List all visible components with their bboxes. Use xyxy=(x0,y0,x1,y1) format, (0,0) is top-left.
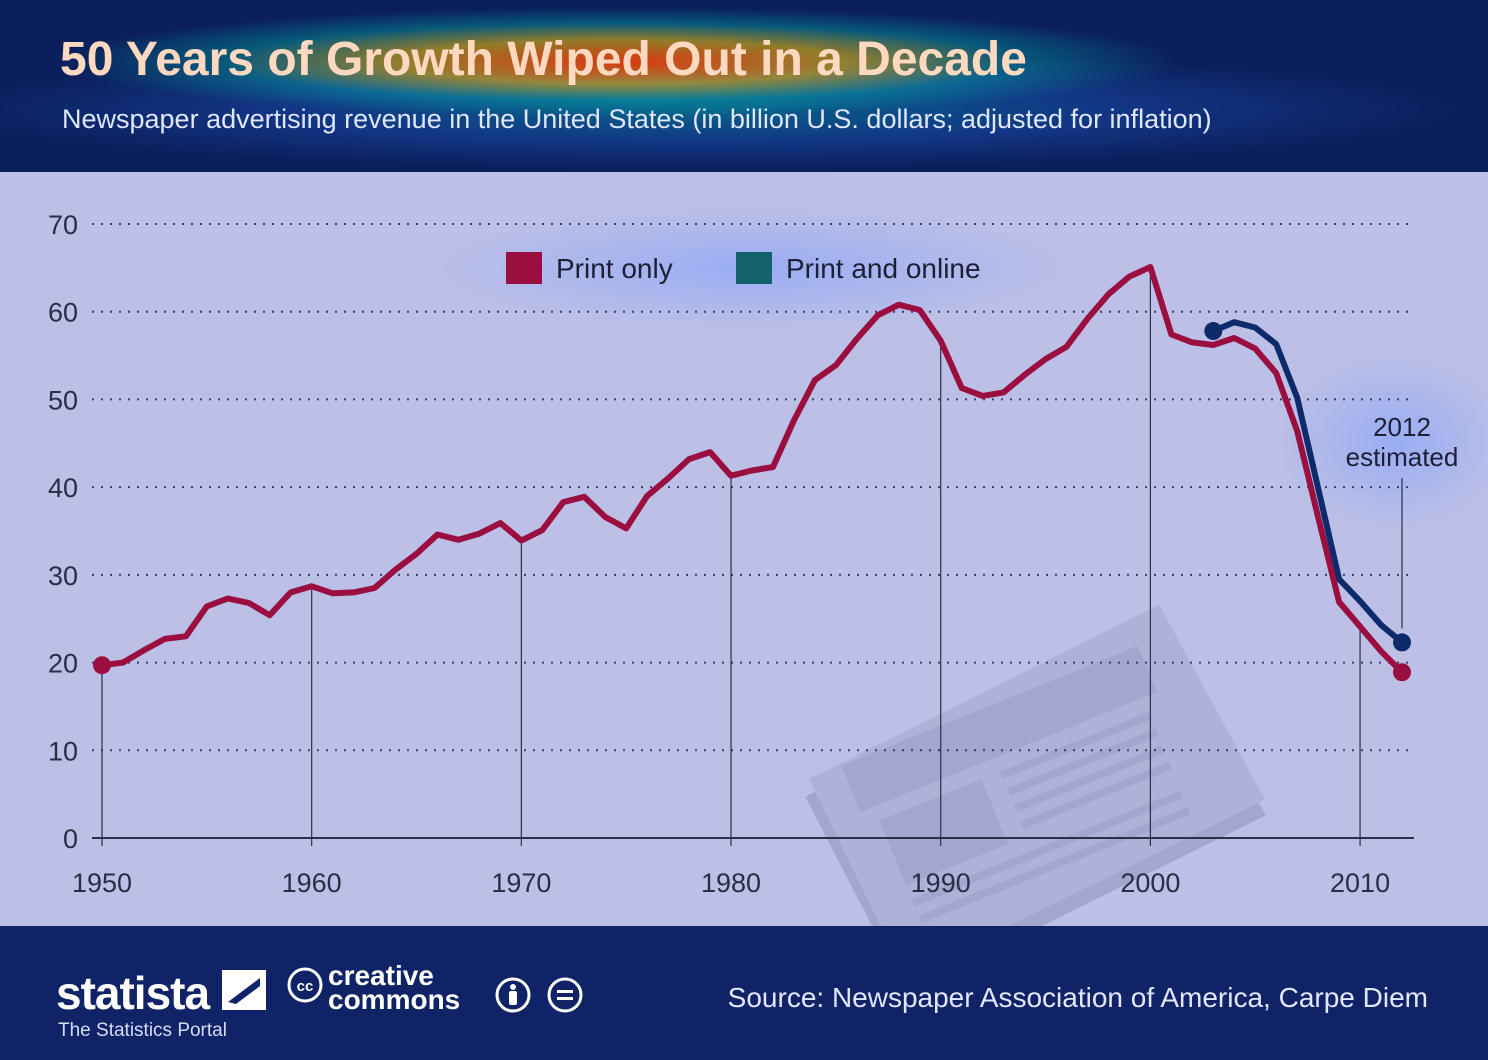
creative-commons-icon: cc xyxy=(287,967,323,1003)
legend-label: Print only xyxy=(556,253,673,284)
cc-line-2: commons xyxy=(328,984,461,1015)
creative-commons-label[interactable]: creative commons xyxy=(328,960,461,1015)
plot-area: 0 10 20 30 40 50 60 70 1950 1960 1970 1980 1990 2000… xyxy=(0,172,1488,926)
y-tick-label: 40 xyxy=(48,473,78,503)
svg-text:cc: cc xyxy=(297,978,314,995)
annotation-glow xyxy=(1275,352,1488,532)
legend-label: Print and online xyxy=(786,253,981,284)
attribution-icon xyxy=(495,977,531,1013)
y-tick-label: 60 xyxy=(48,298,78,328)
decade-markers xyxy=(101,266,1361,846)
series-line-1 xyxy=(1210,319,1405,646)
legend-swatch xyxy=(736,252,772,284)
annotation-text: estimated xyxy=(1346,442,1459,472)
statista-tagline: The Statistics Portal xyxy=(58,1020,227,1041)
chart-title: 50 Years of Growth Wiped Out in a Decade xyxy=(60,33,1027,86)
x-tick-label: 2000 xyxy=(1120,868,1180,898)
y-tick-label: 70 xyxy=(48,210,78,240)
series-line-0 xyxy=(99,264,1405,676)
statista-logo[interactable]: statista xyxy=(56,967,210,1019)
annotation-text: 2012 xyxy=(1373,412,1431,442)
legend-swatch xyxy=(506,252,542,284)
endpoint-dot xyxy=(1393,633,1411,652)
y-tick-label: 20 xyxy=(48,649,78,679)
x-tick-label: 1960 xyxy=(282,868,342,898)
line-chart: 0 10 20 30 40 50 60 70 1950 1960 1970 1980 1990 2000… xyxy=(48,206,1488,926)
x-axis-ticks: 1950 1960 1970 1980 1990 2000 2010 xyxy=(72,868,1390,898)
cc-line-1: creative xyxy=(328,960,434,991)
x-tick-label: 1950 xyxy=(72,868,132,898)
source-note: Source: Newspaper Association of America… xyxy=(727,982,1428,1013)
series-lines xyxy=(93,264,1411,682)
y-tick-label: 0 xyxy=(63,824,78,854)
statista-mark-icon xyxy=(222,970,266,1010)
legend: Print only Print and online xyxy=(506,252,981,284)
attention-heatmap-overlay xyxy=(0,0,1488,172)
x-tick-label: 1990 xyxy=(911,868,971,898)
y-tick-label: 30 xyxy=(48,561,78,591)
no-derivatives-icon xyxy=(547,977,583,1013)
x-tick-label: 1980 xyxy=(701,868,761,898)
x-tick-label: 2010 xyxy=(1330,868,1390,898)
x-tick-label: 1970 xyxy=(491,868,551,898)
endpoint-dot xyxy=(1393,663,1411,682)
footer-bar: statista The Statistics Portal cc creati… xyxy=(0,926,1488,1060)
y-tick-label: 50 xyxy=(48,385,78,415)
header-bar: 50 Years of Growth Wiped Out in a Decade… xyxy=(0,0,1488,172)
chart-subtitle: Newspaper advertising revenue in the Uni… xyxy=(62,104,1212,134)
y-axis-ticks: 0 10 20 30 40 50 60 70 xyxy=(48,210,78,854)
newspaper-icon xyxy=(805,604,1266,926)
y-tick-label: 10 xyxy=(48,736,78,766)
endpoint-dot xyxy=(93,656,111,675)
endpoint-dot xyxy=(1204,322,1223,341)
